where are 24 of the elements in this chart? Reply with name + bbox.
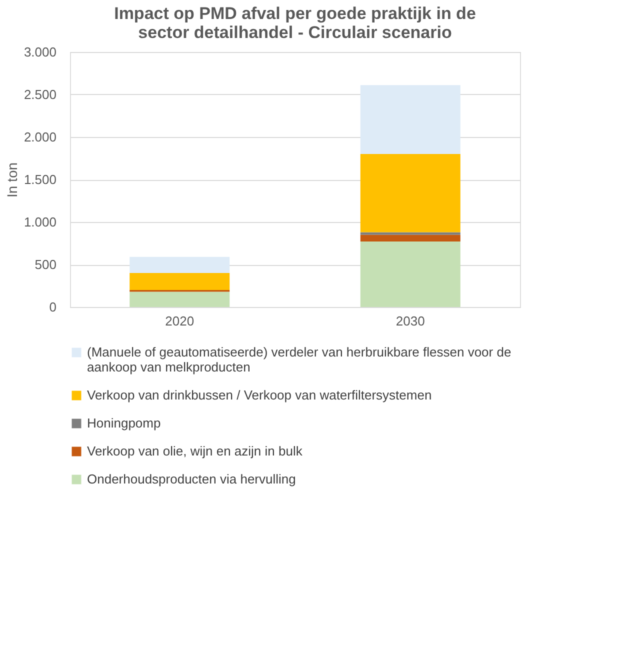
y-tick-label: 0: [49, 300, 56, 314]
bar: [360, 234, 460, 242]
legend-label: Verkoop van drinkbussen / Verkoop van waterfiltersystemen: [87, 388, 432, 402]
y-tick-label: 500: [34, 257, 56, 272]
bar: [130, 273, 230, 290]
chart-title: Impact op PMD afval per goede praktijk in de sector detailhandel - Circulair scenario: [114, 4, 476, 42]
bar: [360, 242, 460, 307]
legend-label: (Manuele of geautomatiseerde) verdeler van herbruikbare flessen voor de aankoop van melkproducten: [87, 344, 512, 374]
legend-label: Honingpomp: [87, 416, 161, 430]
y-axis-title: In ton: [4, 162, 20, 198]
y-tick-label: 3.000: [24, 44, 56, 60]
bar: [130, 256, 230, 273]
legend-label: Onderhoudsproducten via hervulling: [87, 472, 296, 486]
y-tick-label: 2.500: [24, 87, 56, 102]
x-tick-label: 2030: [396, 314, 425, 328]
y-tick-label: 2.000: [24, 130, 56, 144]
y-tick-label: 1.500: [24, 172, 56, 187]
y-tick-label: 1.000: [24, 214, 56, 230]
bar: [360, 232, 460, 235]
bar: [360, 154, 460, 232]
bar: [130, 292, 230, 307]
legend-label: Verkoop van olie, wijn en azijn in bulk: [87, 444, 303, 458]
x-tick-label: 2020: [165, 314, 194, 328]
bar: [360, 85, 460, 154]
